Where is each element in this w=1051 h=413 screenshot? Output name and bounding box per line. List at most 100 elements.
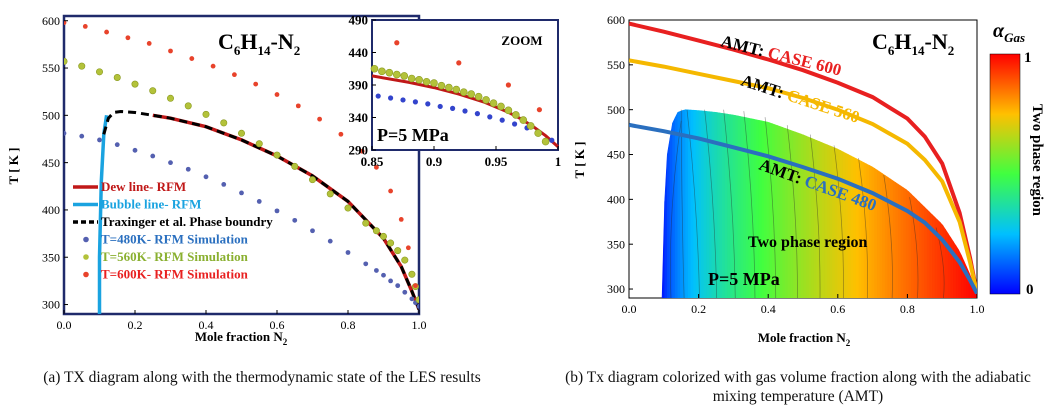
zoom-point [467,90,476,98]
chart-a-point [185,166,191,172]
chart-a-point [168,160,173,166]
chart-a-xtick-label: 0.2 [128,318,143,332]
chart-a-point [408,270,416,278]
zoom-point [400,97,406,103]
chart-a-line-2 [102,109,419,310]
chart-a-point [338,131,344,137]
legend-entry: Bubble line- RFM [101,197,201,212]
chart-a-point [221,181,227,187]
zoom-point [511,121,518,127]
legend-marker [83,271,89,278]
chart-a-point [256,199,262,204]
legend-marker [83,236,89,243]
chart-a-point [326,190,334,198]
legend-entry: T=480K- RFM Simulation [101,232,249,247]
chart-a-point [409,296,415,302]
chart-a-point [291,162,299,170]
chart-a-point [379,232,387,240]
chart-a-point [273,151,281,159]
zoom-point [456,60,462,66]
zoom-point [370,64,379,73]
zoom-point [489,99,498,107]
chart-a-point [374,268,379,273]
zoom-point [437,81,446,90]
zoom-point [407,74,416,83]
chart-a-point [345,250,351,255]
zoom-inset-pressure: P=5 MPa [377,125,449,145]
chart-a-point [374,164,379,170]
chart-a-point [344,204,352,212]
chart-a-xtick-label: 0.4 [199,318,214,332]
chart-a-point [132,147,138,153]
zoom-ytick-label: 290 [349,143,369,158]
chart-a-y-ticks: 300 350 400 450 500 550 600 [42,14,68,312]
zoom-xtick-label: 1 [555,154,562,169]
chart-a-point [308,176,316,184]
chart-a-point [149,87,157,95]
zoom-point [504,106,513,115]
chart-a-ytick-label: 400 [42,203,60,217]
legend-entry: Dew line- RFM [101,179,186,194]
chart-a-point [317,116,322,122]
zoom-point [450,105,456,111]
chart-a-point [387,239,395,247]
chart-a-point [82,24,88,29]
zoom-point [437,103,443,110]
legend-entry: T=600K- RFM Simulation [101,267,249,282]
zoom-point [519,116,528,124]
zoom-point [474,111,480,117]
chart-a-point [97,137,102,143]
chart-a-point [402,289,408,295]
chart-a-frame [62,14,421,316]
chart-a-ytick-label: 450 [42,156,60,170]
chart-a-ytick-label: 550 [42,61,60,75]
zoom-point [536,107,543,113]
chart-a-point [239,190,244,196]
chart-a-point [388,188,393,194]
zoom-ytick-label: 440 [349,45,369,60]
zoom-point [482,96,490,104]
chart-a-xtick-label: 1.0 [412,318,427,332]
zoom-point [497,102,505,111]
zoom-point [400,72,409,80]
chart-a-ylabel: T [ K ] [6,148,21,185]
zoom-point [474,92,483,101]
chart-a-point [189,56,195,61]
legend-marker [83,254,89,260]
chart-a-point [274,92,280,97]
caption-b: (b) Tx diagram colorized with gas volume… [565,369,1031,405]
chart-a-point [220,119,228,127]
chart-a-point [96,68,104,76]
zoom-point [452,85,461,94]
chart-a-point [253,81,259,87]
zoom-point [425,101,431,107]
chart-a-point [394,247,402,255]
chart-a-legend: Dew line- RFM Bubble line- RFM Traxinger e… [73,179,273,282]
chart-a-point [168,48,173,54]
zoom-point [505,82,511,88]
zoom-ytick-label: 490 [349,13,369,28]
chart-a-point [146,41,152,46]
zoom-point [512,111,520,119]
zoom-point [385,68,394,77]
zoom-point [388,95,394,101]
chart-a-ytick-label: 600 [42,14,60,28]
chart-a-point [125,35,131,41]
chart-a-point [295,103,301,109]
chart-a-point [372,227,380,235]
chart-a-point [114,142,120,148]
zoom-inset-y-ticks: 290 340 390 440 490 [349,13,376,158]
chart-a-point [388,278,393,284]
chart-a-ytick-label: 500 [42,109,60,123]
zoom-inset-x-ticks: 0.85 0.9 0.95 1 [361,146,562,169]
chart-a-point [202,110,210,118]
chart-a-point [64,130,67,136]
zoom-ytick-label: 390 [349,78,369,93]
zoom-ytick-label: 340 [349,110,369,125]
zoom-point [487,114,493,120]
zoom-point [422,77,431,86]
chart-a-point [274,208,280,214]
chart-a-point [210,63,216,69]
